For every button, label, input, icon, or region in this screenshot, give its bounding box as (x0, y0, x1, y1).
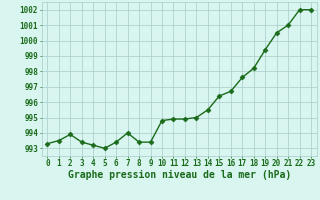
X-axis label: Graphe pression niveau de la mer (hPa): Graphe pression niveau de la mer (hPa) (68, 170, 291, 180)
